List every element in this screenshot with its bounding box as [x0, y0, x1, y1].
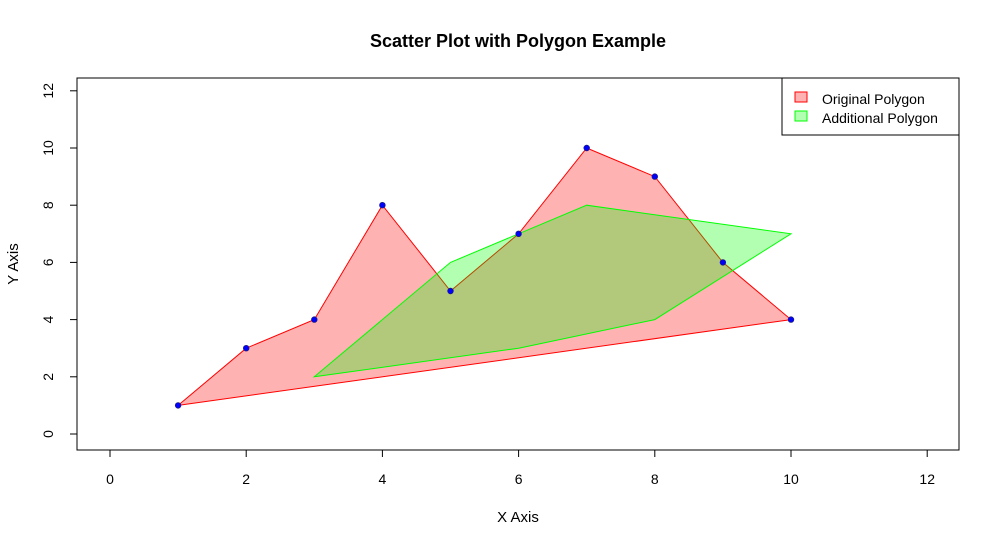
polygon-layer — [176, 147, 793, 407]
legend-key-original-polygon — [794, 91, 808, 103]
data-point — [242, 345, 250, 352]
x-tick-label: 8 — [651, 471, 659, 487]
y-tick-label: 8 — [40, 201, 56, 209]
x-tick-label: 0 — [106, 471, 114, 487]
data-point — [651, 173, 658, 180]
polygon-additional-polygon — [312, 204, 793, 378]
y-tick-label: 4 — [40, 315, 56, 323]
y-tick-label: 6 — [40, 258, 56, 266]
data-point — [583, 144, 590, 152]
x-tick-label: 6 — [515, 471, 523, 487]
data-point — [515, 230, 522, 237]
legend-key-additional-polygon — [794, 110, 808, 122]
legend-label-additional-polygon: Additional Polygon — [822, 110, 938, 126]
x-tick-label: 12 — [919, 471, 935, 487]
x-axis: 0 2 4 6 8 10 12 — [106, 449, 935, 487]
data-point — [379, 201, 386, 209]
data-point — [719, 259, 727, 266]
x-tick-label: 2 — [242, 471, 250, 487]
legend-box — [781, 77, 960, 136]
y-tick-label: 2 — [40, 373, 56, 381]
data-point — [787, 316, 795, 323]
data-point — [174, 402, 182, 409]
legend-label-original-polygon: Original Polygon — [822, 91, 925, 107]
y-axis-label: Y Axis — [5, 243, 22, 284]
legend: Original Polygon Additional Polygon — [781, 77, 960, 136]
point-layer — [174, 144, 795, 409]
x-tick-label: 10 — [783, 471, 799, 487]
data-point — [447, 287, 454, 295]
chart-title: Scatter Plot with Polygon Example — [370, 31, 666, 51]
y-tick-label: 12 — [40, 83, 56, 99]
y-axis: 0 2 4 6 8 10 12 — [40, 83, 78, 438]
y-tick-label: 0 — [40, 430, 56, 438]
data-point — [311, 316, 318, 323]
y-tick-label: 10 — [40, 140, 56, 156]
x-axis-label: X Axis — [497, 509, 539, 526]
x-tick-label: 4 — [379, 471, 387, 487]
